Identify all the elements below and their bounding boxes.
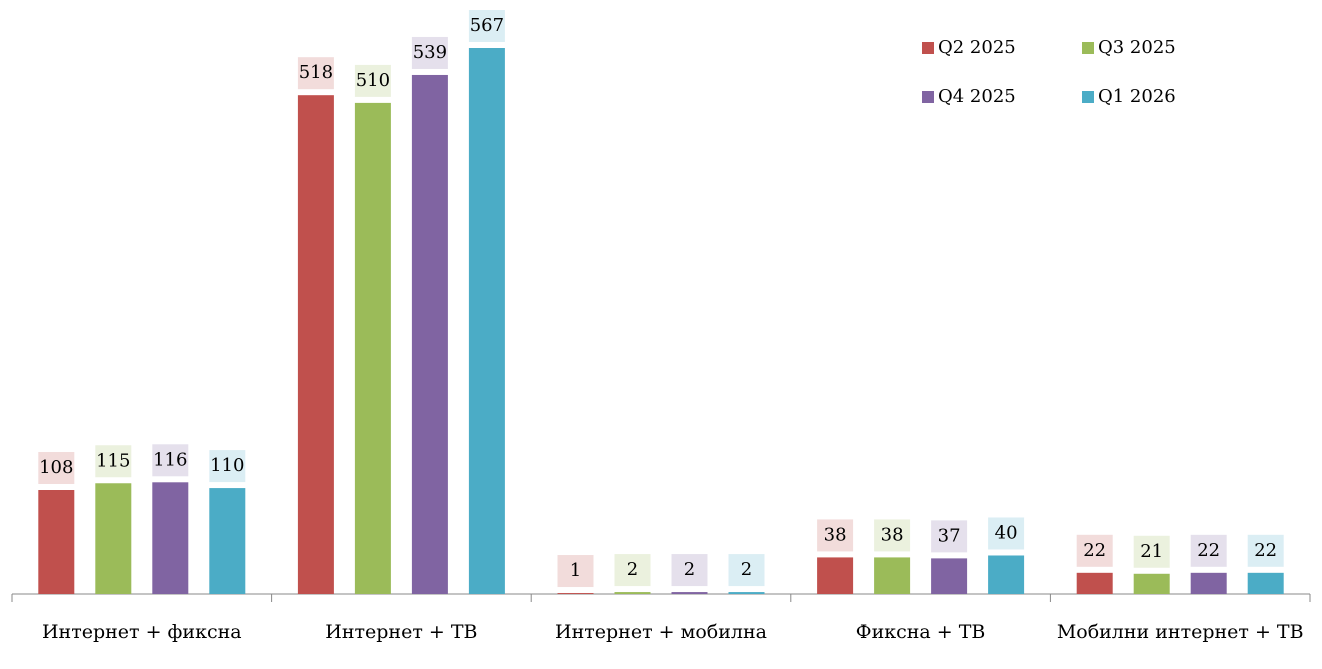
- value-label-background: [1133, 535, 1170, 568]
- value-label-background: [297, 57, 334, 90]
- bar: [671, 592, 708, 594]
- value-label: 40: [995, 522, 1018, 543]
- bar: [728, 592, 765, 594]
- bar: [874, 557, 911, 594]
- value-label-background: [354, 64, 391, 97]
- x-tick-label: Фиксна + ТВ: [855, 621, 986, 643]
- legend-label: Q3 2025: [1098, 37, 1176, 58]
- x-tick-label: Интернет + ТВ: [325, 621, 478, 643]
- legend-label: Q1 2026: [1098, 86, 1176, 107]
- value-label-background: [468, 10, 505, 42]
- bar: [817, 557, 854, 594]
- value-label: 1: [570, 560, 581, 581]
- legend-label: Q4 2025: [938, 86, 1016, 107]
- bar: [988, 555, 1025, 594]
- bar: [1247, 572, 1284, 594]
- value-label-background: [931, 520, 968, 553]
- value-label: 21: [1140, 541, 1163, 562]
- legend-swatch: [1082, 91, 1094, 103]
- bar: [1076, 572, 1113, 594]
- x-tick-label: Интернет + мобилна: [555, 621, 767, 643]
- value-label-background: [874, 519, 911, 552]
- value-label: 108: [39, 457, 73, 478]
- value-label-background: [1247, 534, 1284, 567]
- bar: [95, 483, 132, 594]
- value-label: 539: [413, 42, 447, 63]
- value-label-background: [152, 444, 189, 477]
- value-label: 116: [153, 449, 187, 470]
- value-label: 22: [1083, 540, 1106, 561]
- value-label: 567: [470, 15, 504, 36]
- bar: [38, 490, 75, 594]
- value-label-background: [614, 554, 651, 587]
- value-label: 38: [824, 524, 847, 545]
- value-label: 2: [684, 559, 695, 580]
- bar: [614, 592, 651, 594]
- value-label-background: [411, 36, 448, 69]
- bar: [468, 48, 505, 594]
- value-label-background: [1076, 534, 1113, 567]
- value-label-background: [38, 452, 75, 484]
- bar: [297, 95, 334, 595]
- value-label: 22: [1254, 540, 1277, 561]
- value-label: 2: [627, 559, 638, 580]
- value-label-background: [95, 445, 132, 478]
- value-label: 510: [356, 70, 390, 91]
- value-label: 37: [938, 525, 961, 546]
- value-label: 518: [299, 62, 333, 83]
- bar: [354, 102, 391, 594]
- value-label-background: [817, 519, 854, 552]
- bar: [1190, 572, 1227, 594]
- value-label-background: [671, 554, 708, 587]
- value-label-background: [728, 554, 765, 587]
- value-label-background: [209, 450, 246, 483]
- x-tick-label: Интернет + фиксна: [41, 621, 242, 643]
- bar: [931, 558, 968, 594]
- bar: [557, 593, 594, 594]
- bar: [152, 482, 189, 594]
- value-label: 110: [210, 455, 244, 476]
- legend-label: Q2 2025: [938, 37, 1016, 58]
- value-label: 2: [741, 559, 752, 580]
- bar: [1133, 573, 1170, 594]
- value-label-background: [1190, 534, 1227, 567]
- value-label: 38: [881, 524, 904, 545]
- legend-swatch: [922, 42, 934, 54]
- legend-swatch: [1082, 42, 1094, 54]
- bar: [209, 488, 246, 594]
- x-tick-label: Мобилни интернет + ТВ: [1056, 621, 1304, 643]
- legend-swatch: [922, 91, 934, 103]
- value-label-background: [557, 555, 594, 588]
- value-label: 115: [96, 450, 130, 471]
- value-label-background: [988, 517, 1025, 550]
- value-label: 22: [1197, 540, 1220, 561]
- bar: [411, 74, 448, 595]
